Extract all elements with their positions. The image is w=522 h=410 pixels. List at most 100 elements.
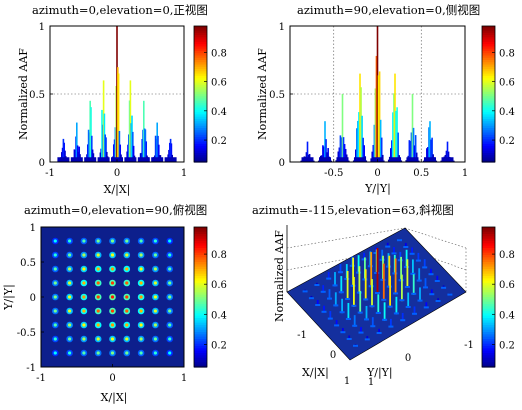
colorbar-segment	[194, 234, 207, 237]
colorbar-segment	[194, 290, 207, 293]
colorbar-tick-label: 0.2	[499, 136, 515, 147]
side-view-xtick-label: 1	[462, 168, 468, 179]
colorbar-segment	[482, 130, 495, 134]
oblique-view-bar	[400, 256, 402, 282]
front-view-xtick-label: 1	[181, 168, 187, 179]
oblique-view-bar-base	[358, 331, 364, 334]
oblique-view-bar-base	[333, 304, 339, 307]
colorbar-tick-label: 0.4	[499, 310, 515, 321]
colorbar-segment	[482, 91, 495, 95]
side-view-bar	[305, 152, 308, 162]
top-view-dot	[139, 351, 143, 355]
colorbar-tick-label: 0.2	[211, 136, 227, 147]
colorbar-segment	[194, 55, 207, 59]
colorbar-segment	[482, 50, 495, 54]
oblique-view-bar	[417, 252, 420, 262]
oblique-view-bar	[430, 268, 432, 276]
colorbar-tick-label: 0.2	[499, 340, 515, 351]
top-view-dot	[68, 351, 72, 355]
colorbar-segment	[194, 294, 207, 298]
oblique-view-bar-base	[409, 252, 415, 255]
oblique-view-bar	[342, 328, 344, 334]
colorbar-segment	[482, 100, 495, 104]
colorbar-segment	[482, 264, 495, 268]
colorbar-segment	[482, 146, 495, 149]
side-view-bar	[447, 151, 450, 162]
colorbar-segment	[482, 139, 495, 143]
colorbar-segment	[482, 116, 495, 120]
oblique-view-bar	[382, 263, 385, 301]
front-view-bar	[100, 148, 102, 162]
colorbar-segment	[482, 69, 495, 72]
top-view-dot	[168, 351, 172, 355]
side-view-bar	[409, 141, 412, 162]
top-view-title: azimuth=0,elevation=90,俯视图	[24, 203, 207, 217]
colorbar-segment	[194, 125, 207, 129]
side-view-bar	[372, 144, 375, 162]
side-view-bar	[435, 160, 438, 162]
colorbar-segment	[482, 57, 495, 61]
front-view-xtick-label: -1	[45, 168, 55, 179]
oblique-view-bar	[341, 298, 343, 314]
side-view-bar	[341, 94, 344, 162]
colorbar-segment	[194, 64, 207, 68]
oblique-view-bar	[371, 279, 373, 308]
colorbar-segment	[482, 231, 495, 235]
oblique-view-zlabel: Y/|Y|	[366, 366, 393, 380]
oblique-view-bar	[377, 294, 380, 314]
colorbar-segment	[482, 280, 495, 284]
colorbar-segment	[194, 30, 207, 34]
oblique-view-bar-base	[410, 272, 416, 275]
oblique-view-bar-base	[327, 317, 333, 320]
colorbar-segment	[482, 112, 495, 115]
top-view-dot	[96, 309, 100, 313]
colorbar-segment	[482, 343, 495, 347]
oblique-view-bar	[436, 275, 439, 282]
side-view-bar	[343, 144, 346, 162]
oblique-view-bar	[328, 289, 331, 300]
oblique-view-bar	[352, 257, 354, 287]
front-view-bar	[156, 122, 158, 162]
colorbar-segment	[482, 41, 495, 45]
oblique-view-bar	[334, 292, 337, 307]
top-view-dot	[68, 253, 72, 257]
side-view-ytick-label: 1	[279, 22, 285, 33]
oblique-view-title: azimuth=-115,elevation=63,斜视图	[252, 203, 454, 217]
side-view-bar	[379, 119, 382, 162]
top-view-dot	[139, 281, 143, 285]
oblique-view-bar-base	[435, 300, 441, 302]
oblique-view-bar-base	[399, 299, 405, 302]
front-view-bar	[127, 134, 130, 162]
colorbar-segment	[194, 105, 207, 109]
colorbar-segment	[194, 278, 207, 282]
oblique-view-bar	[419, 287, 421, 302]
top-view-dot	[53, 323, 57, 327]
top-view-dot	[82, 239, 86, 243]
front-view-bar	[117, 67, 119, 162]
colorbar-segment	[482, 266, 495, 270]
top-view-ytick-label: 1	[30, 223, 36, 234]
side-view-bar	[446, 141, 449, 162]
top-view-dot	[139, 323, 143, 327]
colorbar-oblique: 0.8 0.6 0.4 0.2	[481, 226, 515, 368]
top-view-dot	[153, 267, 157, 271]
colorbar-segment	[482, 248, 495, 251]
oblique-view-bar	[401, 312, 404, 322]
colorbar-segment	[194, 285, 207, 289]
colorbar-segment	[194, 44, 207, 47]
front-view-bar	[141, 139, 143, 162]
top-view-dot	[110, 253, 115, 257]
side-view-bar	[430, 139, 432, 162]
oblique-view-bar-base	[417, 299, 423, 302]
colorbar-segment	[194, 103, 207, 106]
front-view-lobe-base	[84, 157, 97, 162]
colorbar-segment	[482, 350, 495, 354]
side-view-bar	[418, 160, 420, 162]
colorbar-segment	[482, 273, 495, 277]
side-view-bar	[370, 158, 372, 162]
top-view-dot	[139, 337, 143, 341]
colorbar-segment	[194, 271, 207, 275]
side-view-bar	[356, 128, 358, 162]
colorbar-segment	[194, 311, 207, 314]
oblique-view-bar	[413, 306, 416, 315]
